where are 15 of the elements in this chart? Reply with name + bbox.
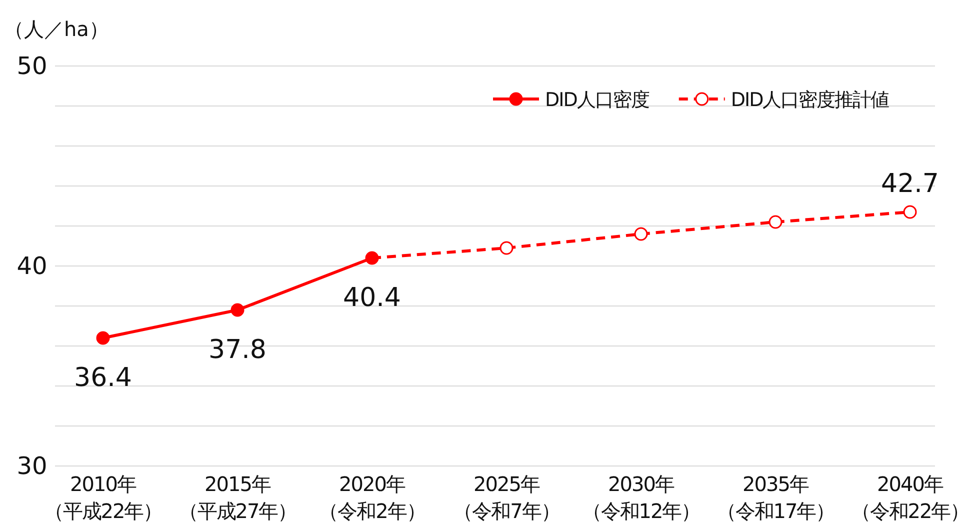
x-tick-label: 2015年（平成27年） [178,472,297,523]
legend-label: DID人口密度推計値 [730,89,890,111]
data-label: 42.7 [881,169,939,199]
legend-label: DID人口密度 [545,89,650,111]
x-tick-label: 2020年（令和2年） [318,472,426,523]
data-label: 37.8 [208,335,266,365]
y-tick-label: 40 [16,252,48,280]
data-label: 36.4 [74,363,132,393]
x-tick-label: 2035年（令和17年） [716,472,835,523]
y-axis-title: （人／ha） [4,17,109,41]
data-label: 40.4 [343,283,401,313]
x-tick-label: 2025年（令和7年） [453,472,560,523]
x-tick-label: 2040年（令和22年） [850,472,970,523]
y-tick-label: 50 [16,52,48,80]
x-tick-label: 2030年（令和12年） [582,472,700,523]
